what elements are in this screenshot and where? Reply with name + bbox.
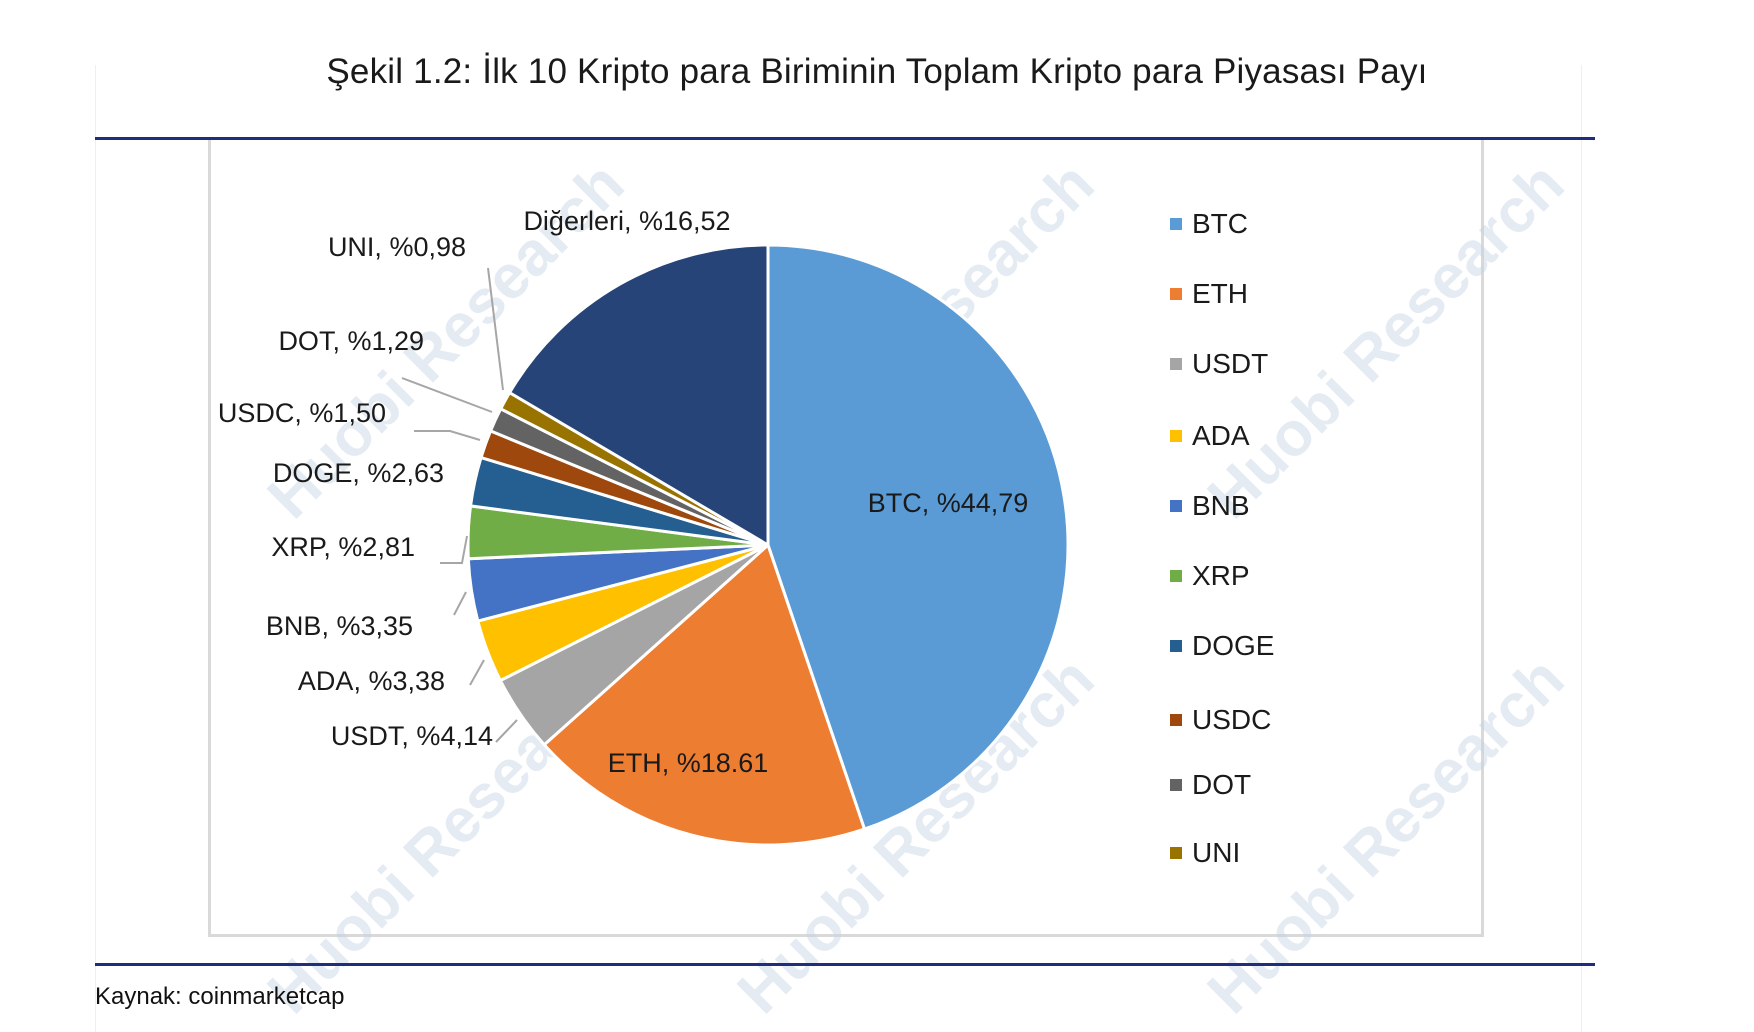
legend-label: USDT — [1192, 348, 1269, 379]
legend-swatch — [1170, 218, 1182, 230]
legend-item-xrp: XRP — [1170, 560, 1250, 592]
legend-label: XRP — [1192, 560, 1250, 591]
data-label-usdc: USDC, %1,50 — [218, 398, 386, 428]
leader-line-usdc — [414, 430, 481, 441]
leader-line-xrp — [440, 535, 468, 564]
title-rule — [95, 137, 1595, 140]
source-rule — [95, 963, 1595, 966]
legend-item-ada: ADA — [1170, 420, 1250, 452]
figure-title: Şekil 1.2: İlk 10 Kripto para Biriminin … — [326, 52, 1428, 91]
legend-label: USDC — [1192, 704, 1272, 735]
legend-swatch — [1170, 500, 1182, 512]
legend-swatch — [1170, 288, 1182, 300]
data-label-diğerleri: Diğerleri, %16,52 — [523, 206, 730, 236]
data-label-xrp: XRP, %2,81 — [271, 532, 415, 562]
leader-line-ada — [469, 659, 485, 686]
legend-label: DOGE — [1192, 630, 1275, 661]
data-label-btc: BTC, %44,79 — [868, 488, 1029, 518]
legend-swatch — [1170, 779, 1182, 791]
pie-slice-btc — [766, 243, 1070, 831]
legend-swatch — [1170, 714, 1182, 726]
leader-line-dot — [401, 377, 493, 413]
pie-slice-eth — [542, 542, 867, 847]
source-note: Kaynak: coinmarketcap — [95, 983, 345, 1010]
data-label-dot: DOT, %1,29 — [278, 326, 424, 356]
chart-area — [208, 140, 1484, 937]
legend-label: ETH — [1192, 278, 1248, 309]
data-label-eth: ETH, %18.61 — [608, 748, 769, 778]
legend-item-usdt: USDT — [1170, 348, 1268, 380]
pie-slice-diğerleri — [507, 243, 770, 548]
legend-item-uni: UNI — [1170, 837, 1240, 869]
legend-item-dot: DOT — [1170, 769, 1251, 801]
data-label-doge: DOGE, %2,63 — [273, 458, 444, 488]
legend-label: BTC — [1192, 208, 1248, 239]
leader-line-bnb — [453, 591, 467, 616]
legend-label: ADA — [1192, 420, 1250, 451]
legend-label: UNI — [1192, 837, 1241, 868]
data-label-ada: ADA, %3,38 — [298, 666, 445, 696]
data-label-uni: UNI, %0,98 — [328, 232, 466, 262]
data-label-bnb: BNB, %3,35 — [266, 611, 413, 641]
legend-swatch — [1170, 430, 1182, 442]
legend-swatch — [1170, 640, 1182, 652]
legend-label: DOT — [1192, 769, 1252, 800]
legend-swatch — [1170, 358, 1182, 370]
legend-item-bnb: BNB — [1170, 490, 1250, 522]
leader-line-uni — [487, 267, 504, 391]
page-frame — [95, 65, 1582, 1032]
legend-item-btc: BTC — [1170, 208, 1248, 240]
legend-swatch — [1170, 847, 1182, 859]
data-label-usdt: USDT, %4,14 — [331, 721, 493, 751]
legend-item-doge: DOGE — [1170, 630, 1274, 662]
leader-line-usdt — [495, 719, 518, 743]
legend-item-eth: ETH — [1170, 278, 1248, 310]
legend-item-usdc: USDC — [1170, 704, 1271, 736]
legend-swatch — [1170, 570, 1182, 582]
legend-label: BNB — [1192, 490, 1250, 521]
